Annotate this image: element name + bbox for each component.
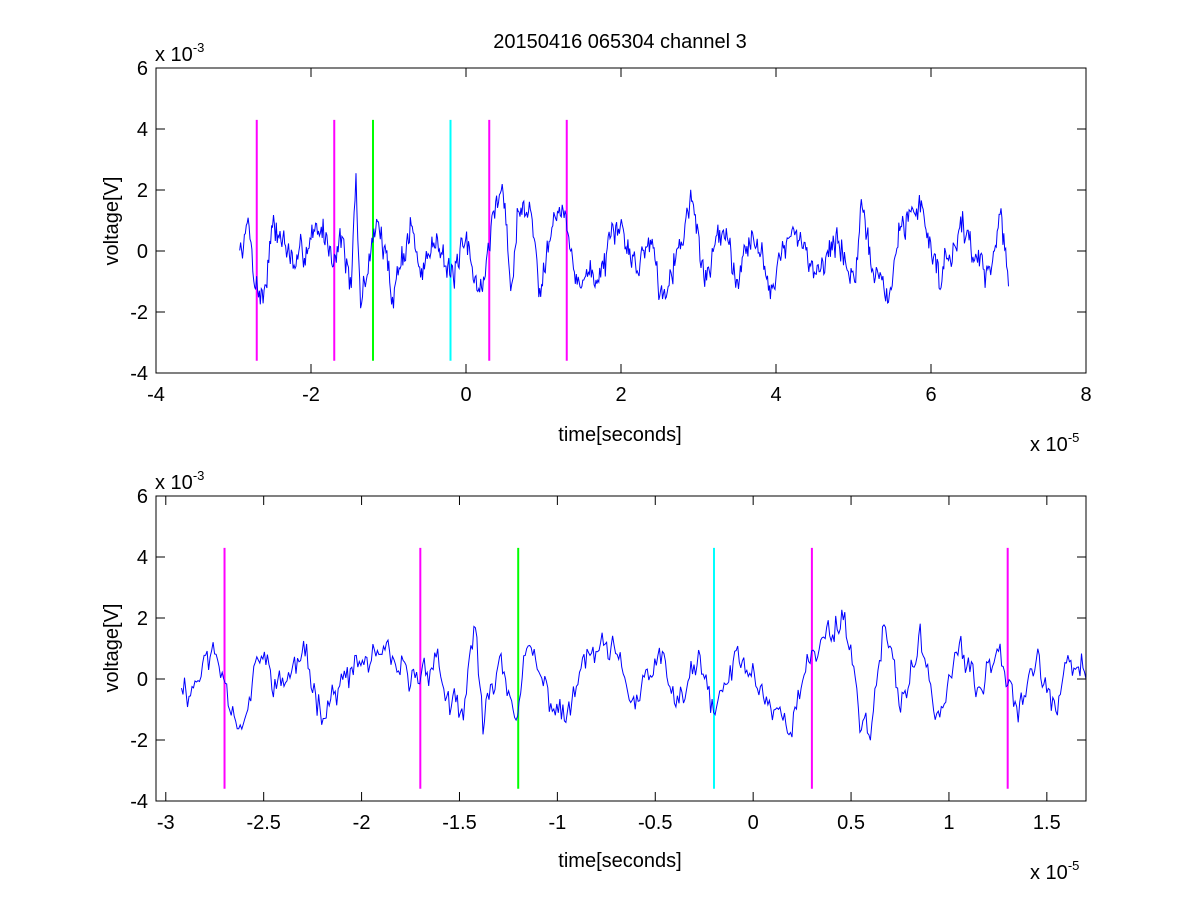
bottom-xtick-label: -3: [157, 812, 175, 834]
top-ytick-label: -4: [130, 363, 148, 385]
figure-title: 20150416 065304 channel 3: [493, 31, 747, 53]
top-axes-box: [155, 67, 1087, 374]
bottom-xtick-label: -0.5: [638, 812, 672, 834]
bottom-xtick-label: 1: [943, 812, 954, 834]
bottom-ytick-label: 6: [137, 486, 148, 508]
bottom-xtick-label: -2.5: [246, 812, 280, 834]
bottom-ytick-label: 2: [137, 608, 148, 630]
top-ytick-label: 0: [137, 241, 148, 263]
top-xtick-label: 6: [925, 384, 936, 406]
bottom-xtick-label: -2: [353, 812, 371, 834]
bottom-ytick-label: -4: [130, 791, 148, 813]
bottom-xtick-label: -1.5: [442, 812, 476, 834]
top-subplot: -4 -2 0 2 4 6 8 -4 -2 0 2 4 6 time[seconds] voltage[…: [101, 40, 1092, 456]
top-ytick-label: -2: [130, 302, 148, 324]
bottom-x-multiplier: x 10-5: [1030, 858, 1079, 884]
bottom-xtick-label: 1.5: [1033, 812, 1061, 834]
top-xtick-label: -4: [147, 384, 165, 406]
top-xtick-label: 2: [615, 384, 626, 406]
top-ytick-label: 4: [137, 119, 148, 141]
bottom-xtick-label: 0.5: [837, 812, 865, 834]
bottom-xtick-label: 0: [748, 812, 759, 834]
bottom-ytick-label: 4: [137, 547, 148, 569]
bottom-plot-area: [156, 496, 1086, 801]
top-xtick-label: -2: [302, 384, 320, 406]
top-voltage-trace: [239, 173, 1009, 309]
top-y-multiplier: x 10-3: [155, 40, 204, 66]
bottom-markers: [223, 547, 1009, 789]
bottom-xlabel: time[seconds]: [558, 850, 681, 872]
bottom-ylabel: voltage[V]: [101, 604, 123, 693]
top-ytick-label: 6: [137, 58, 148, 80]
top-x-multiplier: x 10-5: [1030, 430, 1079, 456]
top-xtick-label: 8: [1080, 384, 1091, 406]
bottom-y-multiplier: x 10-3: [155, 468, 204, 494]
bottom-axes-box: [155, 495, 1087, 802]
top-xtick-label: 0: [460, 384, 471, 406]
bottom-ytick-label: 0: [137, 669, 148, 691]
bottom-voltage-trace: [181, 609, 1087, 741]
top-ylabel: voltage[V]: [101, 177, 123, 266]
top-xlabel: time[seconds]: [558, 424, 681, 446]
top-ytick-label: 2: [137, 180, 148, 202]
bottom-xtick-label: -1: [548, 812, 566, 834]
bottom-ticks: -3 -2.5 -2 -1.5 -1 -0.5 0 0.5 1 1.5 -4 -2 0 2 4 6: [130, 486, 1086, 834]
bottom-subplot: -3 -2.5 -2 -1.5 -1 -0.5 0 0.5 1 1.5 -4 -2 0 2 4 6 time[…: [101, 468, 1087, 884]
bottom-ytick-label: -2: [130, 730, 148, 752]
top-xtick-label: 4: [770, 384, 781, 406]
